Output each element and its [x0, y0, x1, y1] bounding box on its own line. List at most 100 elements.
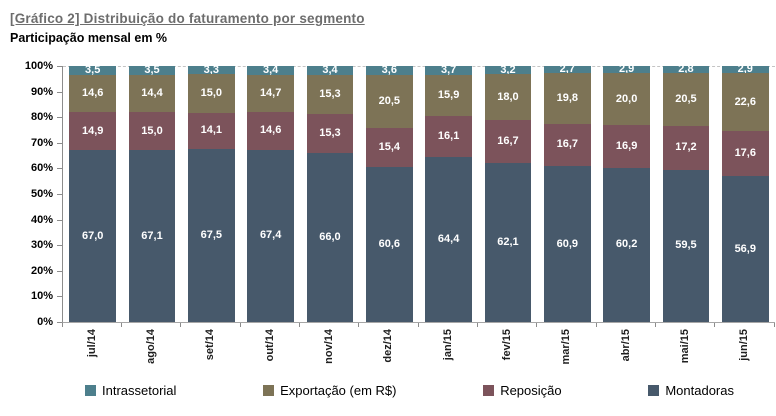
segment-exportacao-em-r: 20,5 — [662, 73, 710, 126]
stacked-bar: 3,3 15,0 14,1 67,5 — [187, 63, 235, 322]
segment-value-label: 14,4 — [141, 86, 163, 99]
x-tick-mark — [298, 323, 300, 327]
x-tick-mark — [358, 323, 360, 327]
y-tick-mark — [57, 322, 62, 323]
x-tick-mark — [180, 323, 182, 327]
segment-value-label: 15,4 — [378, 140, 401, 153]
x-tick-mark — [239, 323, 241, 327]
segment-value-label: 15,0 — [141, 124, 163, 137]
segment-value-label: 15,3 — [319, 126, 341, 139]
x-tick-label: jun/15 — [738, 329, 751, 361]
x-label-cell: dez/14 — [359, 329, 418, 377]
segment-value-label: 3,4 — [322, 63, 338, 76]
segment-montadoras: 64,4 — [425, 157, 473, 322]
x-label-cell: set/14 — [181, 329, 240, 377]
y-tick-label: 0% — [37, 316, 53, 328]
segment-reposicao: 16,7 — [484, 120, 532, 164]
segment-exportacao-em-r: 20,5 — [365, 75, 413, 128]
x-tick-label: fev/15 — [500, 329, 513, 361]
y-tick-mark — [57, 66, 62, 67]
segment-reposicao: 14,1 — [187, 112, 235, 150]
x-tick-label: jan/15 — [441, 329, 454, 361]
x-label-cell: jan/15 — [418, 329, 477, 377]
segment-intrassetorial: 3,4 — [247, 64, 295, 75]
bar-column-jun-15: 2,9 22,6 17,6 56,9 — [716, 63, 775, 322]
segment-value-label: 3,5 — [144, 63, 160, 76]
bar-column-jan-15: 3,7 15,9 16,1 64,4 — [419, 64, 478, 322]
segment-value-label: 20,0 — [615, 92, 638, 105]
stacked-bar: 2,8 20,5 17,2 59,5 — [662, 63, 710, 322]
segment-reposicao: 15,3 — [306, 113, 354, 154]
segment-value-label: 67,4 — [259, 229, 282, 242]
segment-value-label: 14,6 — [81, 87, 104, 100]
plot-area: 3,5 14,6 14,9 67,0 3,5 14,4 15,0 67,1 3,3 15,0 14,… — [62, 62, 775, 323]
legend-label: Reposição — [500, 383, 562, 398]
segment-value-label: 14,6 — [259, 124, 282, 137]
y-tick-mark — [57, 245, 62, 247]
segment-value-label: 2,7 — [559, 62, 575, 75]
x-tick-mark — [773, 323, 775, 327]
y-tick-mark — [57, 117, 62, 119]
x-tick-mark — [595, 323, 597, 327]
stacked-bars: 3,5 14,6 14,9 67,0 3,5 14,4 15,0 67,1 3,3 15,0 14,… — [63, 62, 775, 322]
x-tick-mark — [417, 323, 419, 327]
segment-montadoras: 60,9 — [543, 166, 591, 322]
segment-montadoras: 59,5 — [662, 169, 710, 322]
x-label-cell: jul/14 — [62, 329, 121, 377]
legend-swatch-icon — [85, 385, 96, 396]
segment-value-label: 15,3 — [319, 87, 341, 100]
y-tick-label: 60% — [30, 162, 53, 175]
segment-value-label: 60,2 — [615, 238, 638, 251]
x-tick-label: mai/15 — [678, 329, 691, 364]
chart-subtitle: Participação mensal em % — [10, 31, 168, 45]
segment-exportacao-em-r: 14,7 — [247, 74, 295, 113]
segment-value-label: 17,6 — [734, 147, 756, 160]
stacked-bar: 2,9 22,6 17,6 56,9 — [721, 63, 769, 322]
segment-value-label: 3,3 — [203, 63, 219, 76]
x-axis-labels: jul/14 ago/14 set/14 out/14 nov/14 dez/14 jan/… — [62, 329, 774, 377]
segment-montadoras: 67,0 — [69, 150, 117, 322]
segment-value-label: 15,0 — [200, 87, 223, 100]
segment-value-label: 22,6 — [734, 95, 756, 108]
x-tick-label: dez/14 — [382, 329, 395, 363]
stacked-bar: 2,9 20,0 16,9 60,2 — [603, 64, 651, 322]
y-tick-label: 20% — [30, 264, 53, 277]
segment-montadoras: 60,6 — [365, 167, 413, 322]
x-axis-ticks — [61, 322, 775, 327]
stacked-bar: 3,5 14,4 15,0 67,1 — [128, 63, 176, 322]
bar-column-dez-14: 3,6 20,5 15,4 60,6 — [360, 65, 419, 322]
bar-column-mai-15: 2,8 20,5 17,2 59,5 — [656, 63, 715, 322]
bar-column-out-14: 3,4 14,7 14,6 67,4 — [241, 64, 300, 322]
legend-item-montadoras: Montadoras — [648, 383, 734, 398]
segment-exportacao-em-r: 18,0 — [484, 74, 532, 121]
segment-value-label: 3,7 — [440, 64, 457, 77]
legend-item-intrassetorial: Intrassetorial — [85, 383, 176, 398]
segment-intrassetorial: 2,8 — [662, 63, 710, 76]
x-tick-label: abr/15 — [619, 329, 632, 362]
stacked-bar: 3,6 20,5 15,4 60,6 — [365, 65, 413, 322]
segment-value-label: 2,8 — [678, 63, 694, 76]
bar-column-jul-14: 3,5 14,6 14,9 67,0 — [63, 64, 122, 322]
segment-intrassetorial: 3,7 — [425, 64, 473, 77]
stacked-bar: 2,7 19,8 16,7 60,9 — [543, 62, 591, 322]
segment-montadoras: 67,1 — [128, 150, 176, 322]
segment-value-label: 20,5 — [378, 94, 401, 107]
chart-legend: Intrassetorial Exportação (em R$) Reposiçã… — [0, 383, 776, 398]
segment-montadoras: 56,9 — [721, 176, 769, 322]
segment-value-label: 67,5 — [200, 229, 223, 241]
y-tick-mark — [57, 168, 62, 170]
segment-reposicao: 14,9 — [69, 112, 117, 151]
segment-reposicao: 16,7 — [543, 123, 591, 167]
segment-value-label: 16,7 — [556, 138, 578, 151]
segment-intrassetorial: 3,2 — [484, 64, 532, 75]
x-label-cell: abr/15 — [596, 329, 655, 377]
x-tick-label: ago/14 — [144, 329, 157, 364]
segment-value-label: 2,9 — [737, 63, 753, 76]
y-tick-label: 10% — [30, 290, 53, 303]
y-tick-label: 90% — [30, 85, 53, 98]
segment-value-label: 66,0 — [319, 230, 341, 243]
segment-value-label: 16,1 — [437, 130, 460, 143]
bar-column-nov-14: 3,4 15,3 15,3 66,0 — [300, 63, 359, 322]
legend-label: Intrassetorial — [102, 383, 177, 398]
